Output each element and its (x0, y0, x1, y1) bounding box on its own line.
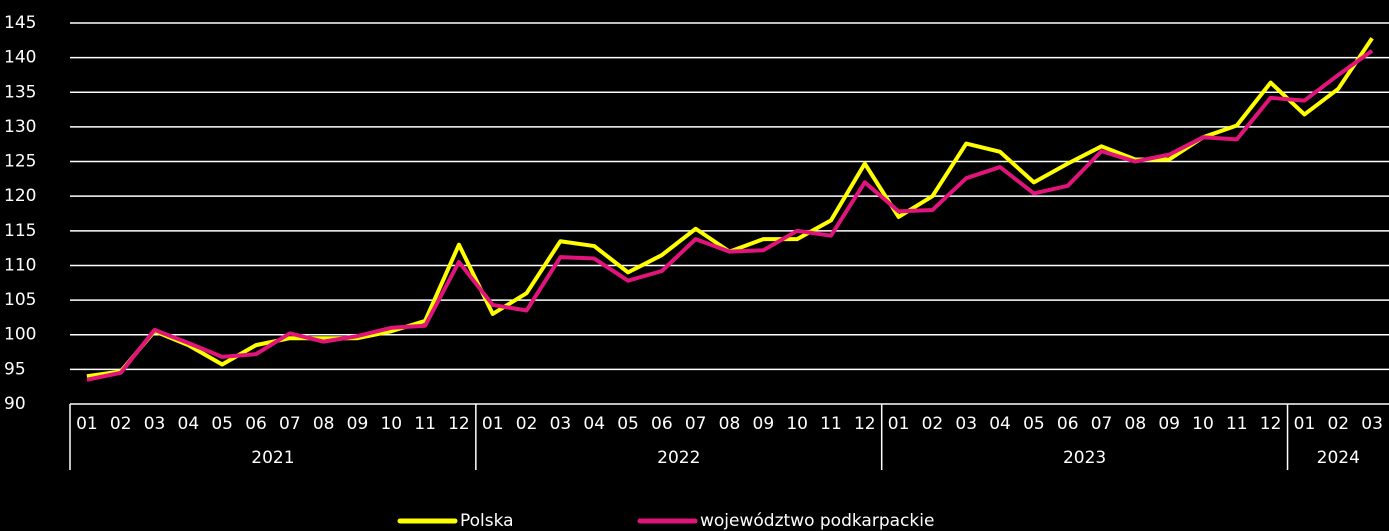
y-tick-label: 130 (4, 117, 36, 137)
group-label: 2022 (657, 448, 700, 468)
group-label: 2024 (1317, 448, 1360, 468)
series-line (86, 49, 1374, 382)
x-tick-label: 02 (110, 414, 132, 434)
x-tick-label: 01 (482, 414, 504, 434)
x-tick-label: 11 (414, 414, 436, 434)
y-tick-label: 145 (4, 13, 36, 33)
x-tick-label: 12 (448, 414, 470, 434)
x-tick-label: 10 (1192, 414, 1214, 434)
y-tick-label: 125 (4, 152, 36, 172)
x-tick-label: 09 (1158, 414, 1180, 434)
x-tick-label: 07 (685, 414, 707, 434)
x-tick-label: 06 (1057, 414, 1079, 434)
y-tick-label: 105 (4, 290, 36, 310)
x-tick-label: 07 (1091, 414, 1113, 434)
legend-label: Polska (460, 511, 514, 531)
x-tick-label: 03 (1361, 414, 1383, 434)
x-tick-label: 08 (1125, 414, 1147, 434)
x-tick-label: 04 (178, 414, 200, 434)
x-tick-label: 07 (279, 414, 301, 434)
y-tick-label: 95 (4, 359, 26, 379)
x-tick-label: 05 (617, 414, 639, 434)
x-tick-label: 08 (313, 414, 335, 434)
x-tick-label: 01 (76, 414, 98, 434)
x-tick-label: 02 (516, 414, 538, 434)
x-tick-label: 06 (245, 414, 267, 434)
x-tick-label: 05 (1023, 414, 1045, 434)
x-tick-label: 01 (1294, 414, 1316, 434)
y-tick-label: 100 (4, 325, 36, 345)
x-tick-label: 11 (1226, 414, 1248, 434)
x-tick-label: 03 (955, 414, 977, 434)
legend-label: województwo podkarpackie (700, 511, 934, 531)
y-tick-label: 115 (4, 221, 36, 241)
y-tick-label: 140 (4, 48, 36, 68)
y-tick-label: 120 (4, 186, 36, 206)
x-tick-label: 01 (888, 414, 910, 434)
y-tick-label: 135 (4, 82, 36, 102)
x-tick-label: 06 (651, 414, 673, 434)
x-tick-label: 04 (583, 414, 605, 434)
x-tick-label: 09 (347, 414, 369, 434)
group-label: 2023 (1063, 448, 1106, 468)
x-tick-label: 02 (922, 414, 944, 434)
x-tick-label: 03 (144, 414, 166, 434)
x-tick-label: 02 (1327, 414, 1349, 434)
y-tick-label: 110 (4, 255, 36, 275)
x-tick-label: 03 (550, 414, 572, 434)
x-tick-label: 10 (786, 414, 808, 434)
y-tick-label: 90 (4, 394, 26, 414)
x-tick-label: 08 (719, 414, 741, 434)
x-tick-label: 12 (854, 414, 876, 434)
series-line (86, 37, 1374, 379)
x-tick-label: 10 (380, 414, 402, 434)
x-tick-label: 09 (753, 414, 775, 434)
group-label: 2021 (251, 448, 294, 468)
x-tick-label: 11 (820, 414, 842, 434)
x-tick-label: 04 (989, 414, 1011, 434)
x-tick-label: 05 (211, 414, 233, 434)
x-tick-label: 12 (1260, 414, 1282, 434)
